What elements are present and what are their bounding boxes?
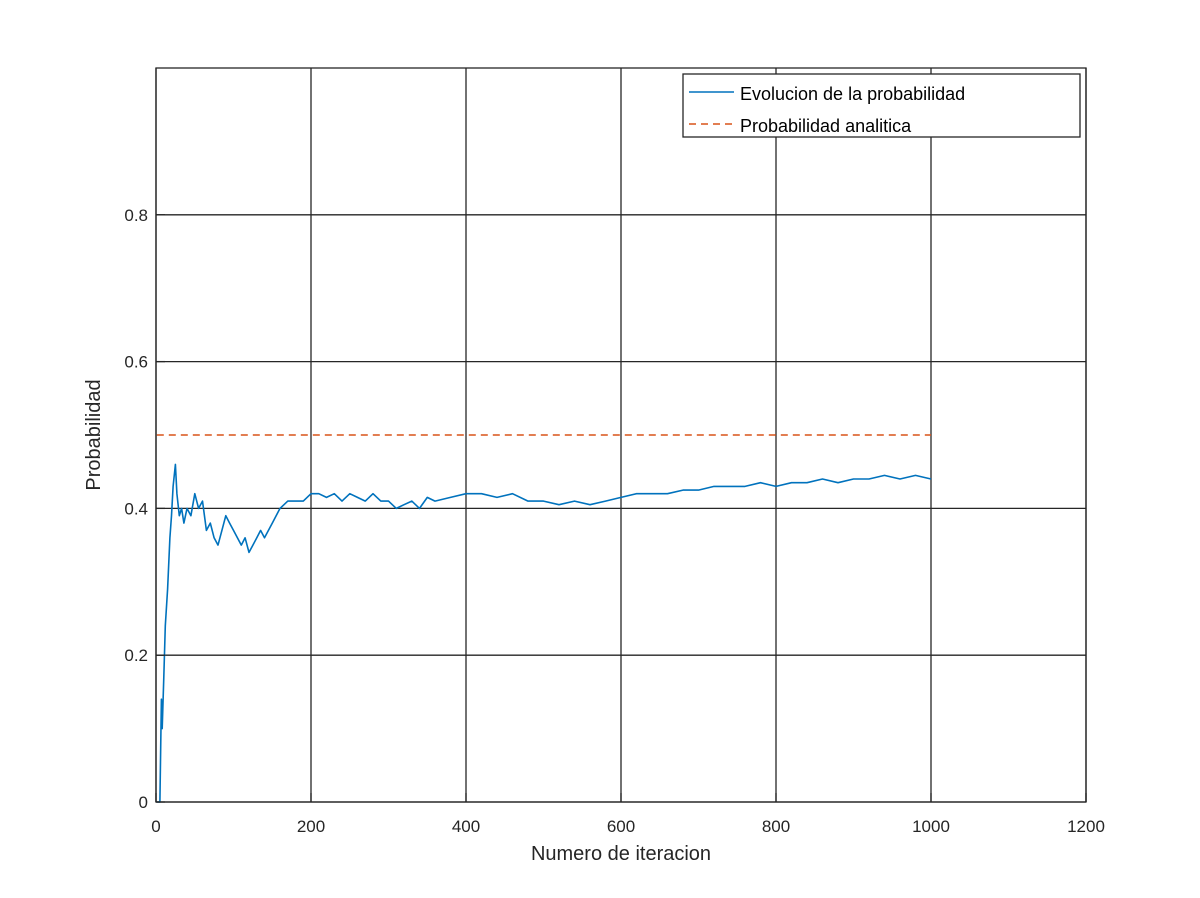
y-tick-label: 0.8: [124, 206, 148, 225]
x-tick-label: 600: [607, 817, 635, 836]
y-tick-label: 0.2: [124, 646, 148, 665]
legend-label-evolucion: Evolucion de la probabilidad: [740, 84, 965, 104]
x-tick-label: 1200: [1067, 817, 1105, 836]
x-tick-label: 1000: [912, 817, 950, 836]
x-axis-label: Numero de iteracion: [531, 843, 711, 865]
y-tick-label: 0.4: [124, 499, 148, 518]
series-lines: [156, 434, 932, 803]
legend-label-analitica: Probabilidad analitica: [740, 116, 912, 136]
y-axis-ticks: 0 0.2 0.4 0.6 0.8: [124, 206, 165, 812]
x-tick-label: 0: [151, 817, 160, 836]
y-tick-label: 0.6: [124, 353, 148, 372]
x-tick-label: 800: [762, 817, 790, 836]
legend-box: [682, 73, 1081, 138]
x-tick-label: 200: [297, 817, 325, 836]
series-line-evolucion: [156, 463, 932, 803]
x-tick-label: 400: [452, 817, 480, 836]
y-axis-label: Probabilidad: [83, 379, 105, 490]
x-axis-ticks: 0 200 400 600 800 1000 1200: [151, 793, 1105, 836]
legend: Evolucion de la probabilidad Probabilida…: [682, 73, 1081, 138]
y-tick-label: 0: [139, 793, 148, 812]
